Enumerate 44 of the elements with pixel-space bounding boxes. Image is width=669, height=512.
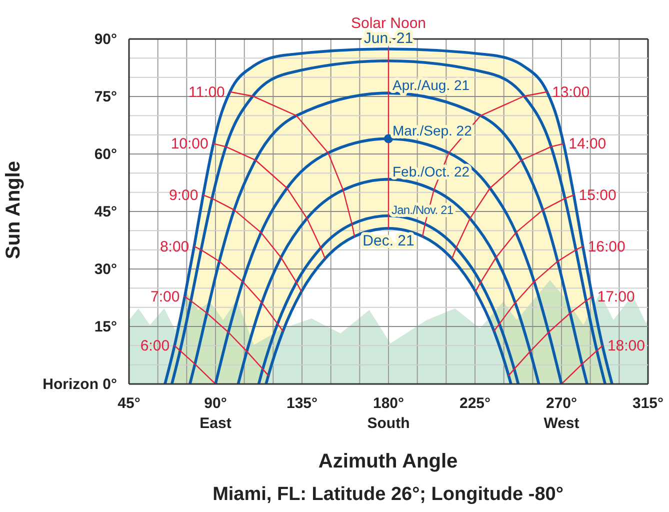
x-axis-title: Azimuth Angle [318,450,458,474]
series-label: Apr./Aug. 21 [392,77,470,94]
line-series [508,296,593,376]
x-tick-label: 315° [632,395,664,412]
y-axis-title: Sun Angle [2,160,26,260]
line-series [493,246,584,332]
series-label: 15:00 [578,187,616,204]
line-series [560,345,604,384]
series-label: 18:00 [607,338,645,355]
series-label: Solar Noon [350,14,426,32]
x-tick-label: 180° South [367,395,410,432]
y-tick-label: 90° [94,31,117,48]
series-label: Dec. 21 [362,232,414,250]
y-tick-label: 30° [94,261,117,278]
series-label: 11:00 [188,84,225,101]
series-label: 7:00 [150,288,180,306]
x-tick-label: 45° [118,395,140,412]
series-label: 6:00 [140,338,170,355]
line-series [194,246,284,332]
line-series [236,178,540,384]
line-series [229,91,356,238]
series-label: 9:00 [168,187,198,204]
x-tick-label: 270° West [544,395,580,432]
line-series [212,143,326,260]
series-label: 16:00 [588,238,626,256]
line-series [474,194,574,292]
y-tick-label: 75° [94,88,117,106]
line-series [451,143,564,260]
series-label: 14:00 [568,136,606,153]
y-tick-label: 60° [94,146,117,163]
x-tick-label: 90° East [200,395,232,432]
line-series [184,296,269,376]
line-series [202,194,302,292]
y-tick-label: Horizon 0° [42,376,117,393]
text: Miami, FL: Latitude 26°; Longitude -80° [212,484,564,506]
y-tick-label: 15° [94,318,117,336]
y-tick-label: 45° [94,204,117,220]
line-series [174,345,216,384]
series-label: 8:00 [160,238,190,256]
x-tick-label: 135° [286,395,318,412]
x-tick-label: 225° [459,395,491,412]
series-label: 10:00 [170,136,208,153]
series-label: 17:00 [597,288,635,306]
series-label: 13:00 [552,84,590,101]
